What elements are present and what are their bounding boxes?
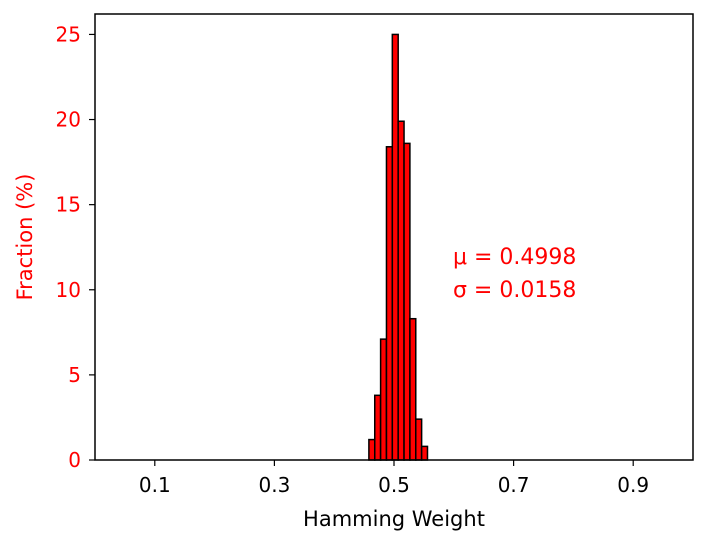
- x-tick-label: 0.3: [258, 473, 290, 497]
- y-tick-label: 25: [56, 22, 81, 46]
- x-axis-ticks: 0.1 0.3 0.5 0.7 0.9: [139, 460, 649, 497]
- x-tick-label: 0.9: [617, 473, 649, 497]
- y-tick-label: 5: [68, 363, 81, 387]
- plot-frame: [94, 13, 694, 461]
- x-axis-label: Hamming Weight: [303, 507, 485, 531]
- y-tick-label: 20: [56, 108, 81, 132]
- histogram-bar: [415, 418, 423, 461]
- y-axis-ticks: 0 5 10 15 20 25: [56, 22, 95, 472]
- histogram-bar: [397, 120, 405, 461]
- std-annotation: σ = 0.0158: [453, 278, 576, 303]
- histogram-bar: [379, 338, 388, 461]
- x-tick-label: 0.5: [378, 473, 410, 497]
- y-tick-label: 0: [68, 448, 81, 472]
- histogram-bar: [373, 394, 382, 461]
- histogram-bar: [368, 438, 376, 461]
- y-tick-label: 10: [56, 278, 81, 302]
- histogram-bar: [385, 146, 394, 461]
- x-tick-label: 0.1: [139, 473, 171, 497]
- y-axis-label: Fraction (%): [13, 174, 37, 301]
- histogram-bars: [368, 33, 429, 461]
- histogram-bar: [409, 317, 417, 461]
- histogram-bar: [391, 33, 399, 461]
- histogram-bar: [403, 142, 411, 461]
- y-tick-label: 15: [56, 193, 81, 217]
- histogram-bar: [420, 445, 429, 461]
- x-tick-label: 0.7: [498, 473, 530, 497]
- mean-annotation: μ = 0.4998: [453, 245, 576, 270]
